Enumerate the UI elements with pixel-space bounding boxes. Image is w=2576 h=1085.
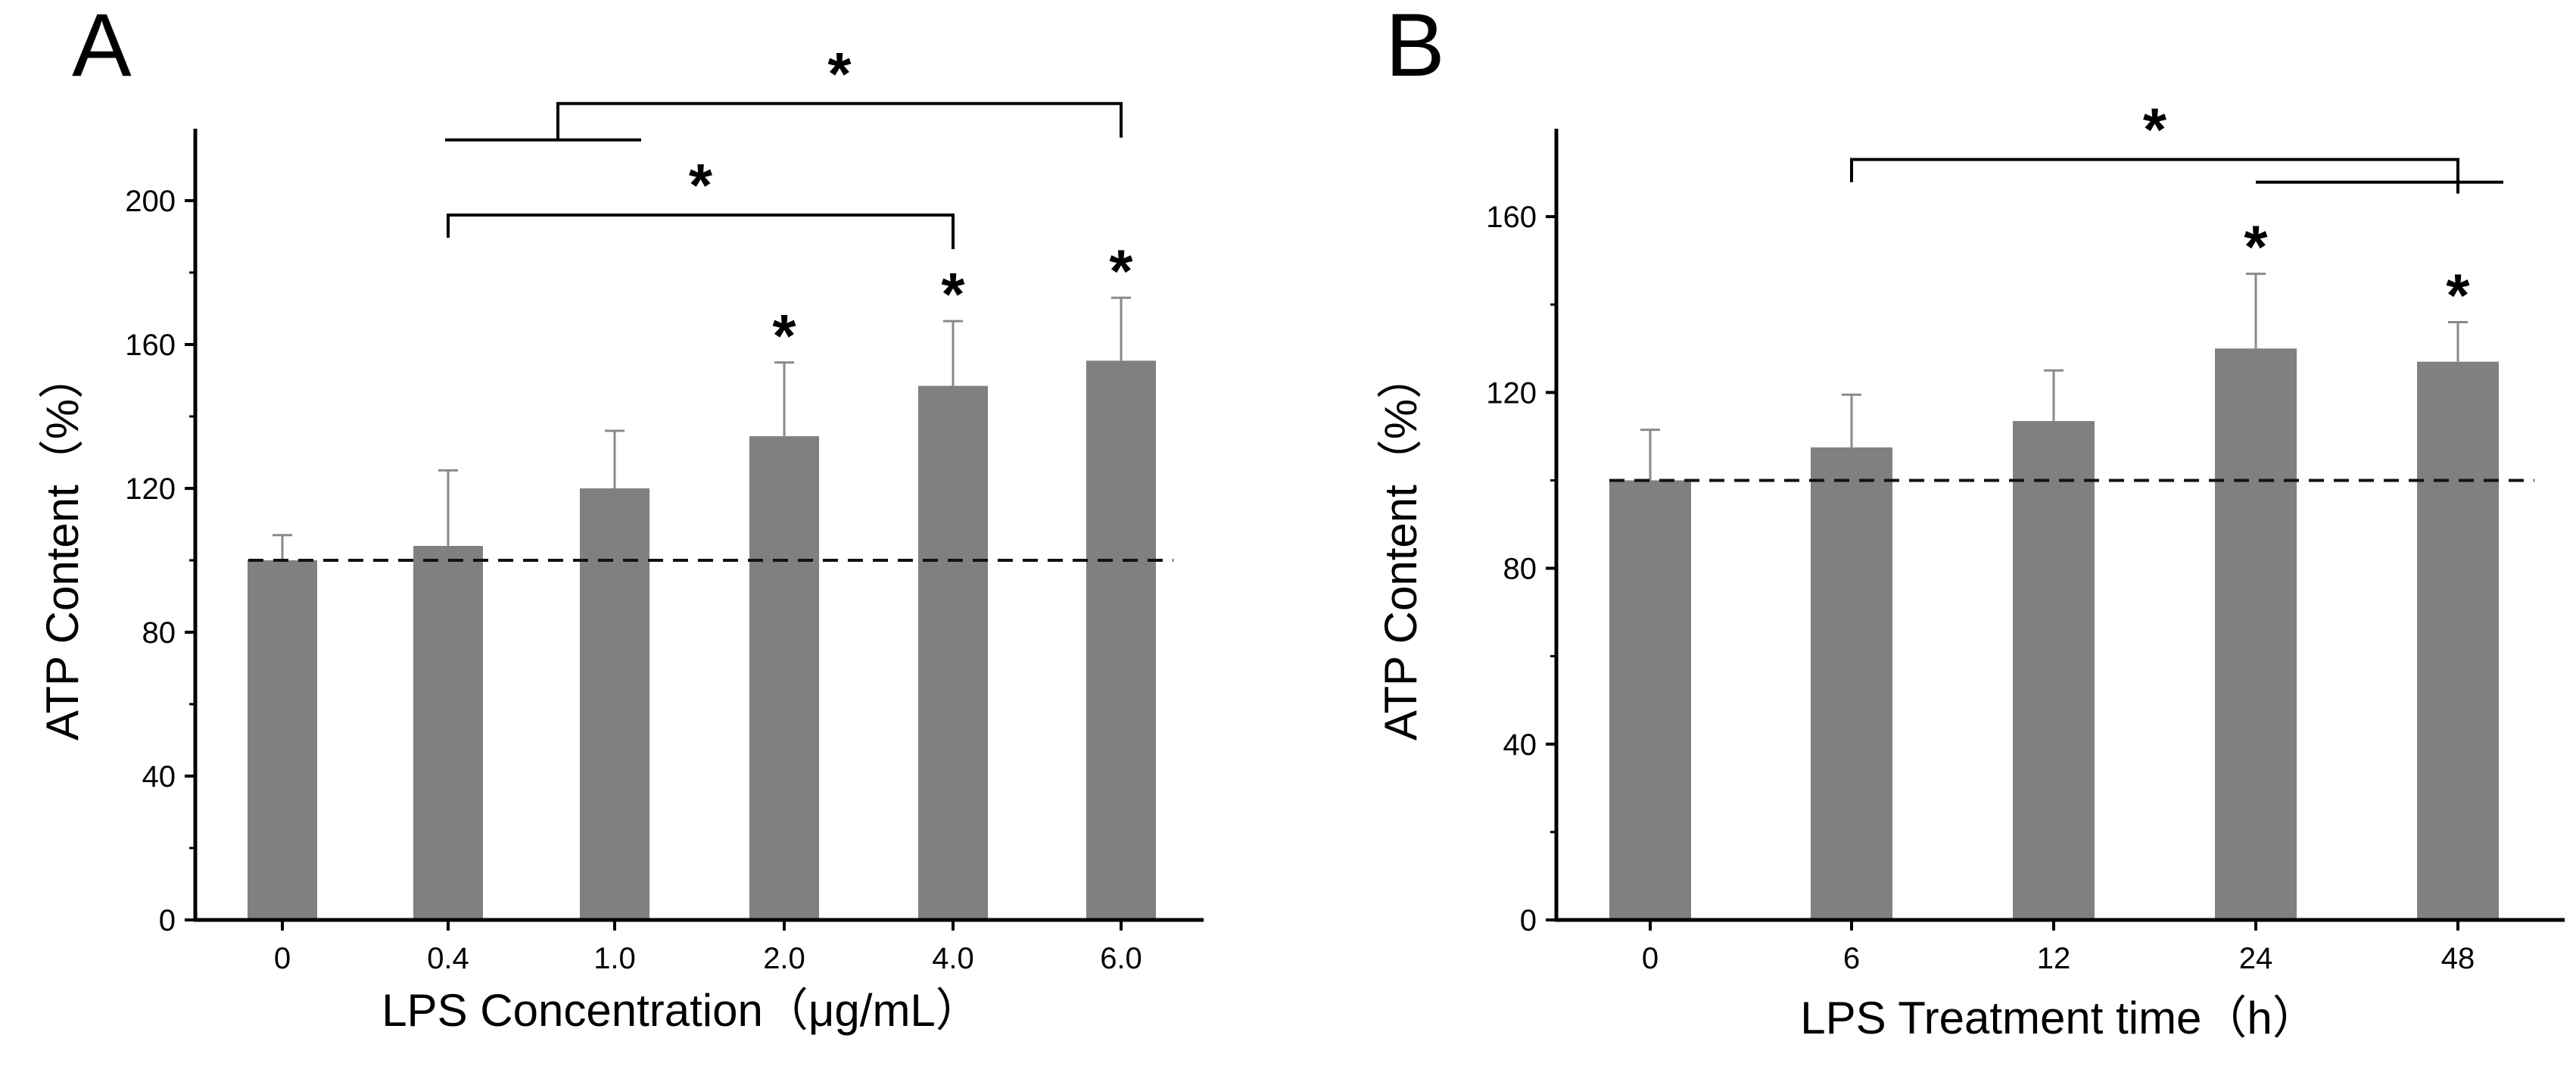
significance-star: * (1109, 237, 1133, 304)
significance-star: * (941, 260, 965, 328)
y-tick-label: 40 (1503, 728, 1537, 762)
y-axis-title: ATP Content（%） (1375, 354, 1426, 740)
bar (1811, 447, 1892, 920)
y-tick-label: 120 (1486, 376, 1537, 410)
x-tick-label: 2.0 (763, 942, 805, 975)
panel-label: A (72, 0, 132, 95)
panel-b-chart: B * * 0 40 80 120 160 0 6 12 24 48 LPS Treatment time… (1375, 0, 2565, 1043)
bar (918, 385, 988, 920)
bar (2417, 361, 2499, 920)
x-tick-label: 12 (2037, 942, 2071, 975)
significance-bracket (556, 101, 1123, 140)
significance-star: * (772, 302, 796, 369)
y-tick-label: 160 (1486, 201, 1537, 234)
bar (248, 560, 317, 920)
y-tick-label: 200 (125, 185, 176, 218)
y-tick-label: 0 (159, 904, 176, 937)
significance-bracket (447, 214, 955, 249)
y-tick-label: 120 (125, 472, 176, 506)
x-tick-label: 0.4 (427, 942, 469, 975)
bracket-star: * (689, 151, 713, 219)
bar (2215, 348, 2297, 920)
x-tick-label: 0 (1642, 942, 1659, 975)
bar (2013, 421, 2095, 920)
bar (580, 488, 649, 920)
y-tick-label: 40 (142, 760, 176, 793)
bar (749, 436, 819, 920)
x-tick-label: 24 (2239, 942, 2273, 975)
y-tick-label: 0 (1520, 904, 1537, 937)
x-axis-title: LPS Concentration（μg/mL） (382, 985, 981, 1036)
x-tick-label: 1.0 (593, 942, 636, 975)
y-tick-label: 160 (125, 329, 176, 362)
significance-star: * (2244, 214, 2268, 281)
x-tick-label: 4.0 (932, 942, 974, 975)
x-axis-title: LPS Treatment time（h） (1800, 993, 2318, 1043)
y-tick-label: 80 (142, 616, 176, 650)
x-tick-label: 0 (274, 942, 291, 975)
bracket-star: * (2143, 96, 2167, 164)
x-tick-label: 6.0 (1100, 942, 1142, 975)
x-tick-label: 48 (2441, 942, 2475, 975)
bar (1609, 480, 1691, 920)
y-axis-title: ATP Content（%） (37, 354, 88, 740)
bar (1086, 360, 1156, 920)
panel-a-chart: A * * * 0 40 80 120 160 200 0 0.4 1.0 2.0 4.0 6.0 LPS Co… (37, 0, 1204, 1036)
y-tick-label: 80 (1503, 553, 1537, 586)
bar (413, 546, 483, 920)
panel-label: B (1385, 0, 1445, 95)
bracket-star: * (827, 40, 852, 108)
significance-star: * (2446, 261, 2470, 329)
x-tick-label: 6 (1843, 942, 1860, 975)
significance-bracket (1850, 157, 2459, 194)
